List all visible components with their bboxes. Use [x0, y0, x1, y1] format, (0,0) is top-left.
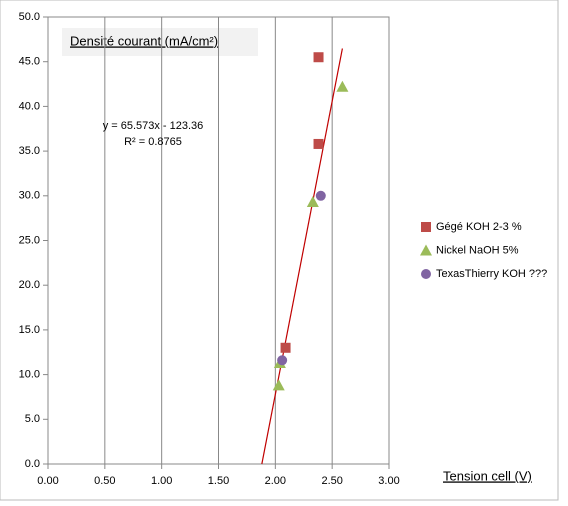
title-box: [62, 28, 258, 56]
y-tick-label: 0.0: [25, 458, 40, 470]
y-tick-label: 45.0: [19, 56, 40, 68]
trendline: [261, 48, 343, 465]
marker: [272, 379, 285, 391]
x-tick-label: 1.50: [208, 475, 229, 487]
y-tick-label: 10.0: [19, 369, 40, 381]
y-tick-label: 50.0: [19, 11, 40, 23]
legend-marker: [421, 222, 431, 232]
trendline-equation: y = 65.573x - 123.36: [103, 120, 204, 132]
y-tick-label: 5.0: [25, 413, 40, 425]
y-tick-label: 15.0: [19, 324, 40, 336]
chart-area: [0, 0, 559, 501]
y-tick-label: 25.0: [19, 234, 40, 246]
x-tick-label: 2.00: [265, 475, 286, 487]
x-tick-label: 3.00: [378, 475, 399, 487]
y-tick-label: 20.0: [19, 279, 40, 291]
legend-marker: [421, 269, 431, 279]
x-tick-label: 0.50: [94, 475, 115, 487]
x-axis-title: Tension cell (V): [443, 468, 532, 483]
x-tick-label: 2.50: [321, 475, 342, 487]
marker: [277, 355, 288, 366]
chart-title: Densité courant (mA/cm²): [70, 33, 218, 48]
x-tick-label: 0.00: [37, 475, 58, 487]
marker: [313, 138, 324, 149]
marker: [315, 190, 326, 201]
y-tick-label: 30.0: [19, 190, 40, 202]
marker: [336, 80, 349, 92]
legend-label: TexasThierry KOH ???: [436, 268, 547, 280]
y-tick-label: 35.0: [19, 145, 40, 157]
x-tick-label: 1.00: [151, 475, 172, 487]
legend-label: Gégé KOH 2-3 %: [436, 221, 522, 233]
legend-marker: [420, 244, 432, 256]
marker: [280, 342, 291, 353]
marker: [313, 52, 324, 63]
marker: [306, 196, 319, 208]
y-tick-label: 40.0: [19, 100, 40, 112]
trendline-r2: R² = 0.8765: [124, 136, 182, 148]
legend-label: Nickel NaOH 5%: [436, 244, 519, 256]
